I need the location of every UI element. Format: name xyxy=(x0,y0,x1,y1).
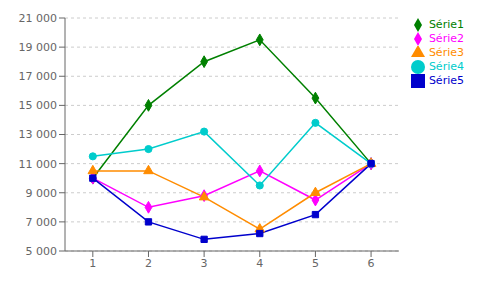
html-text:Série1: Série1 xyxy=(428,18,464,31)
svg-text:7 000: 7 000 xyxy=(26,216,58,229)
svg-text:1: 1 xyxy=(89,257,96,270)
svg-text:5: 5 xyxy=(312,257,319,270)
svg-text:11 000: 11 000 xyxy=(19,158,58,171)
html-text:Série2: Série2 xyxy=(428,32,464,45)
svg-text:9 000: 9 000 xyxy=(26,187,58,200)
html-text:Série4: Série4 xyxy=(428,60,464,73)
svg-text:4: 4 xyxy=(256,257,263,270)
svg-text:17 000: 17 000 xyxy=(19,70,58,83)
svg-text:2: 2 xyxy=(145,257,152,270)
html-text:Série5: Série5 xyxy=(428,74,464,87)
svg-text:6: 6 xyxy=(368,257,375,270)
svg-text:15 000: 15 000 xyxy=(19,99,58,112)
svg-text:19 000: 19 000 xyxy=(19,41,58,54)
svg-text:13 000: 13 000 xyxy=(19,128,58,141)
svg-text:3: 3 xyxy=(201,257,208,270)
html-text:Série3: Série3 xyxy=(428,46,464,59)
svg-text:21 000: 21 000 xyxy=(19,12,58,25)
svg-text:5 000: 5 000 xyxy=(26,245,58,258)
